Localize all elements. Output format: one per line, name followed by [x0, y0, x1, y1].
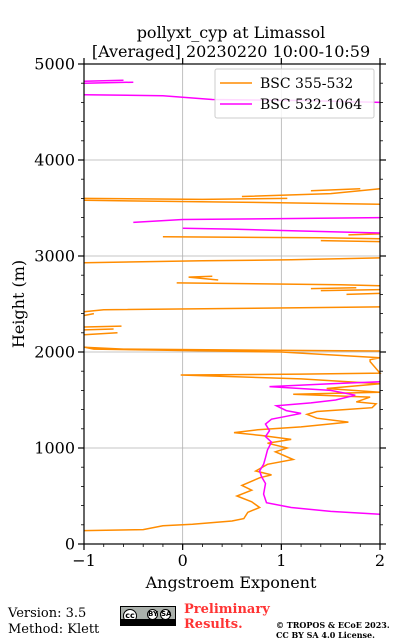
series-line-532-1064 — [258, 381, 381, 515]
series-segment-355-532-7 — [310, 286, 357, 290]
series-segment-355-532-14 — [83, 199, 381, 205]
y-axis-label: Height (m) — [9, 260, 28, 348]
series-segment-355-532-16 — [241, 188, 381, 198]
y-tick-label-2: 2000 — [34, 343, 75, 362]
chart-subtitle: [Averaged] 20230220 10:00-10:59 — [92, 42, 370, 61]
legend: BSC 355-532 BSC 532-1064 — [214, 68, 375, 119]
series-segment-355-532-5 — [346, 292, 381, 296]
y-tick-label-0: 0 — [65, 535, 75, 554]
chart-title: pollyxt_cyp at Limassol — [137, 23, 326, 42]
method-text: Method: Klett — [8, 622, 100, 637]
series-segment-355-532-10 — [83, 257, 381, 264]
preliminary-line-1: Preliminary — [184, 602, 270, 617]
version-text: Version: 3.5 — [8, 606, 87, 621]
legend-label-532-1064: BSC 532-1064 — [260, 97, 362, 113]
series-segment-355-532-12 — [320, 239, 381, 243]
cc-badge-bar — [121, 619, 175, 625]
series-segment-355-532-17 — [310, 188, 361, 192]
grid-lines — [83, 63, 381, 545]
series-segment-355-532-11 — [162, 236, 381, 240]
x-axis-label: Angstroem Exponent — [145, 573, 317, 592]
y-tick-label-4: 4000 — [34, 151, 75, 170]
series-segment-355-532-13 — [348, 233, 381, 236]
x-tick-label-1: 0 — [178, 551, 188, 570]
copyright-line-1: © TROPOS & ECoE 2023. — [276, 620, 390, 630]
y-tick-label-5: 5000 — [34, 55, 75, 74]
x-tick-label-0: −1 — [72, 551, 96, 570]
x-tick-label-3: 2 — [375, 551, 385, 570]
series-segment-355-532-9 — [188, 275, 219, 281]
series-segment-355-532-4 — [83, 306, 381, 313]
copyright-note: © TROPOS & ECoE 2023. CC BY SA 4.0 Licen… — [276, 620, 390, 640]
preliminary-line-2: Results. — [184, 617, 243, 632]
copyright-line-2: CC BY SA 4.0 License. — [276, 630, 375, 640]
series-segment-355-532-2 — [83, 325, 122, 328]
series-segment-532-1064-1 — [83, 81, 134, 84]
series-segment-532-1064-3 — [133, 216, 381, 224]
angstroem-profile-chart: pollyxt_cyp at Limassol [Averaged] 20230… — [9, 23, 386, 592]
series-segment-355-532-6 — [320, 288, 381, 292]
series-line-355-532 — [83, 346, 382, 532]
series-segment-355-532-3 — [83, 312, 95, 317]
x-tick-label-2: 1 — [276, 551, 286, 570]
version-info: Version: 3.5 Method: Klett — [8, 606, 99, 638]
series-segment-355-532-1 — [83, 328, 114, 331]
cc-license-icon: cc BY SA — [120, 606, 176, 626]
series-segment-532-1064-4 — [182, 227, 381, 234]
y-tick-label-3: 3000 — [34, 247, 75, 266]
series-segment-355-532-15 — [83, 197, 288, 201]
y-tick-label-1: 1000 — [34, 439, 75, 458]
preliminary-note: Preliminary Results. — [184, 602, 270, 632]
series-segment-355-532-0 — [83, 332, 118, 336]
series-segment-355-532-8 — [176, 282, 381, 287]
plot-area — [83, 79, 382, 532]
series-segment-532-1064-2 — [83, 79, 124, 83]
legend-box — [214, 68, 375, 119]
plot-frame — [83, 63, 381, 545]
legend-label-355-532: BSC 355-532 — [260, 76, 353, 92]
